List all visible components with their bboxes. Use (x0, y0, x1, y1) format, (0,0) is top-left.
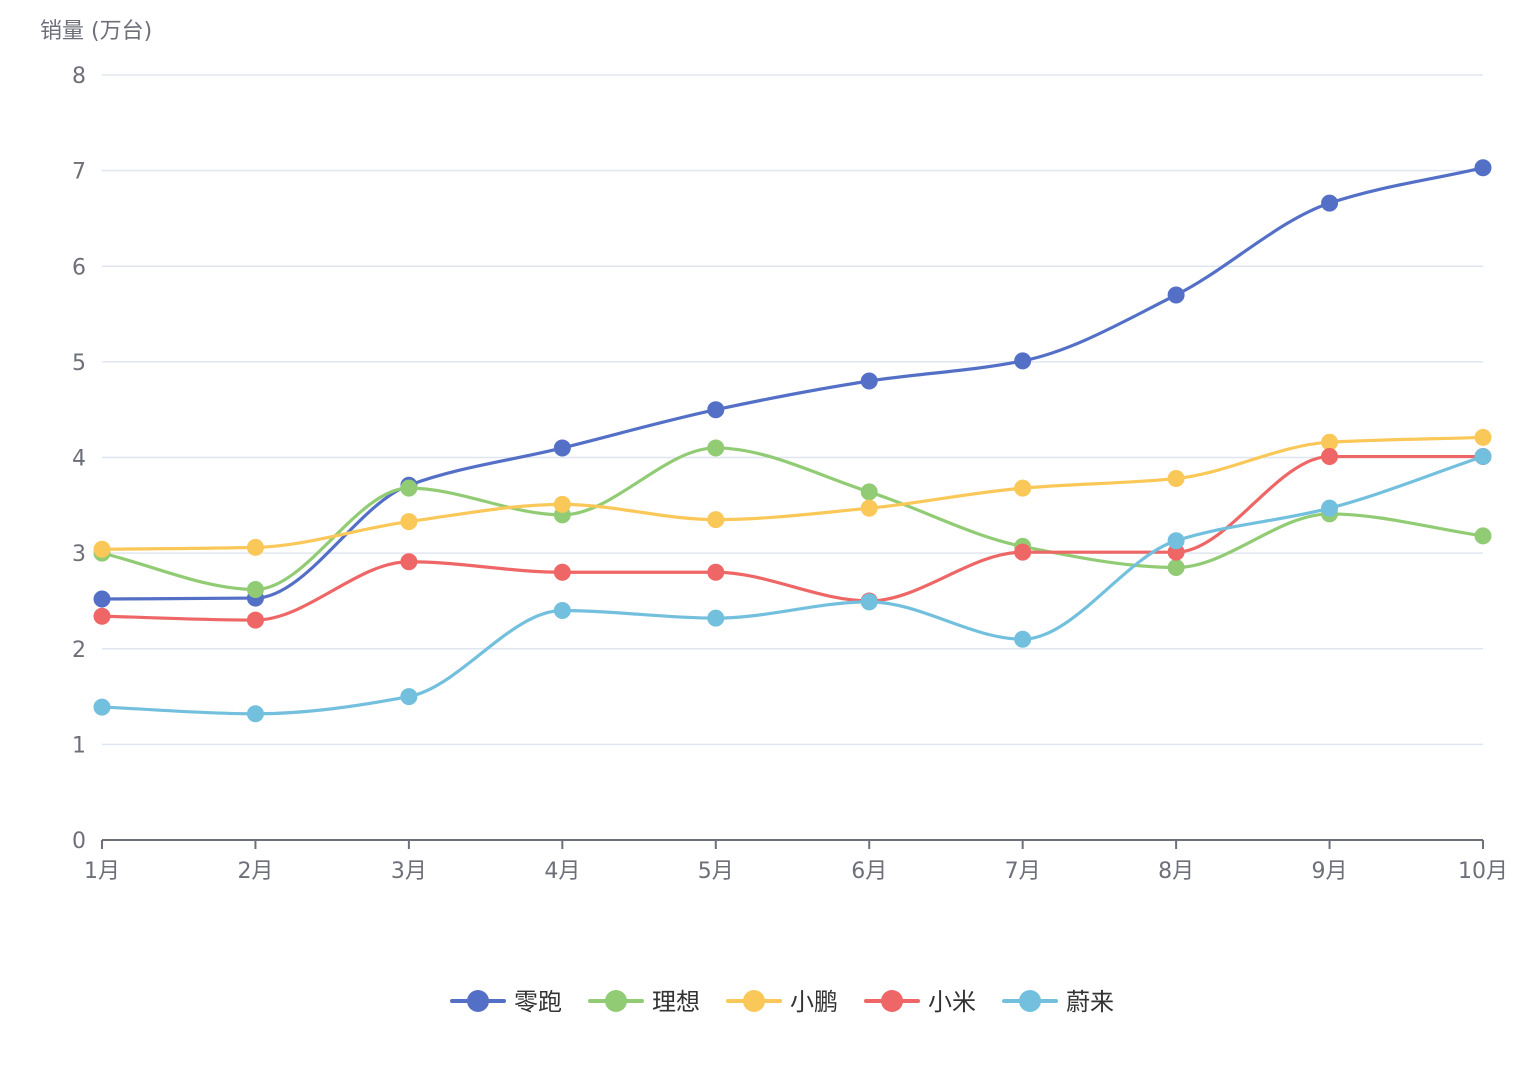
data-point[interactable] (1321, 499, 1339, 517)
legend-label: 蔚来 (1066, 988, 1114, 1016)
legend-dot-icon (743, 990, 765, 1012)
y-tick-label: 0 (72, 829, 86, 854)
series-3 (93, 428, 1492, 558)
data-point[interactable] (707, 511, 725, 529)
y-tick-label: 3 (72, 542, 86, 567)
data-point[interactable] (1167, 532, 1185, 550)
data-point[interactable] (553, 602, 571, 619)
y-tick-label: 5 (72, 351, 86, 376)
data-point[interactable] (1321, 194, 1339, 212)
legend-dot-icon (1019, 990, 1041, 1012)
data-point[interactable] (1321, 433, 1339, 451)
legend[interactable]: 零跑 理想 小鹏 小米 蔚来 (450, 988, 1114, 1016)
data-point[interactable] (707, 563, 725, 581)
y-tick-label: 4 (72, 447, 86, 472)
series-line (100, 166, 1485, 601)
x-tick-label: 3月 (391, 859, 427, 884)
x-tick-label: 8月 (1158, 859, 1194, 884)
grid-lines (102, 74, 1483, 746)
y-tick-label: 6 (72, 255, 86, 280)
y-tick-label: 8 (72, 64, 86, 89)
legend-label: 小米 (928, 988, 976, 1016)
y-tick-label: 2 (72, 638, 86, 663)
data-point[interactable] (400, 553, 418, 571)
data-point[interactable] (400, 688, 418, 706)
data-point[interactable] (1474, 428, 1492, 446)
legend-dot-icon (605, 990, 627, 1012)
x-tick-label: 5月 (698, 859, 734, 884)
y-axis-title: 销量 (万台) (40, 19, 152, 44)
data-point[interactable] (860, 593, 878, 611)
x-tick-label: 7月 (1005, 859, 1041, 884)
data-point[interactable] (1474, 159, 1492, 177)
series-4 (93, 448, 1492, 629)
series-line (100, 435, 1485, 551)
y-tick-label: 7 (72, 160, 86, 185)
data-point[interactable] (707, 439, 725, 457)
series-5 (93, 448, 1492, 723)
series-1 (93, 159, 1492, 608)
data-point[interactable] (246, 538, 264, 556)
x-tick-label: 1月 (84, 859, 120, 884)
data-point[interactable] (93, 698, 111, 716)
x-tick-label: 6月 (851, 859, 887, 884)
data-point[interactable] (246, 611, 264, 629)
data-point[interactable] (553, 563, 571, 581)
y-tick-label: 1 (72, 733, 86, 758)
x-tick-label: 4月 (544, 859, 580, 884)
data-point[interactable] (93, 540, 111, 558)
data-point[interactable] (1014, 630, 1032, 648)
data-point[interactable] (1014, 543, 1032, 561)
data-point[interactable] (93, 590, 111, 608)
axes: 0 1 2 3 4 5 6 7 8 1月 2月 3月 4月 5月 6月 7月 8月 9月 10月 (72, 64, 1508, 884)
legend-item[interactable]: 零跑 (450, 988, 562, 1016)
series-line (100, 454, 1485, 716)
legend-item[interactable]: 小鹏 (726, 988, 838, 1016)
data-point[interactable] (400, 513, 418, 531)
data-point[interactable] (1321, 448, 1339, 466)
x-tick-label: 2月 (237, 859, 273, 884)
data-point[interactable] (246, 705, 264, 723)
series-layer (93, 159, 1492, 723)
data-point[interactable] (1167, 470, 1185, 488)
legend-item[interactable]: 理想 (588, 988, 700, 1016)
data-point[interactable] (860, 372, 878, 390)
data-point[interactable] (1474, 448, 1492, 466)
legend-label: 小鹏 (790, 988, 838, 1016)
legend-label: 零跑 (514, 988, 562, 1016)
data-point[interactable] (1167, 558, 1185, 576)
legend-item[interactable]: 小米 (864, 988, 976, 1016)
data-point[interactable] (1167, 286, 1185, 304)
data-point[interactable] (93, 607, 111, 625)
series-line (100, 446, 1485, 592)
series-line (100, 454, 1485, 622)
data-point[interactable] (1014, 352, 1032, 370)
data-point[interactable] (860, 483, 878, 501)
data-point[interactable] (553, 495, 571, 513)
legend-item[interactable]: 蔚来 (1002, 988, 1114, 1016)
x-tick-label: 9月 (1312, 859, 1348, 884)
legend-label: 理想 (652, 988, 700, 1016)
data-point[interactable] (400, 479, 418, 497)
data-point[interactable] (1014, 479, 1032, 497)
legend-dot-icon (467, 990, 489, 1012)
data-point[interactable] (707, 609, 725, 627)
data-point[interactable] (860, 499, 878, 517)
legend-dot-icon (881, 990, 903, 1012)
data-point[interactable] (1474, 527, 1492, 545)
data-point[interactable] (246, 580, 264, 598)
data-point[interactable] (707, 401, 725, 419)
x-tick-label: 10月 (1458, 859, 1508, 884)
data-point[interactable] (553, 439, 571, 457)
